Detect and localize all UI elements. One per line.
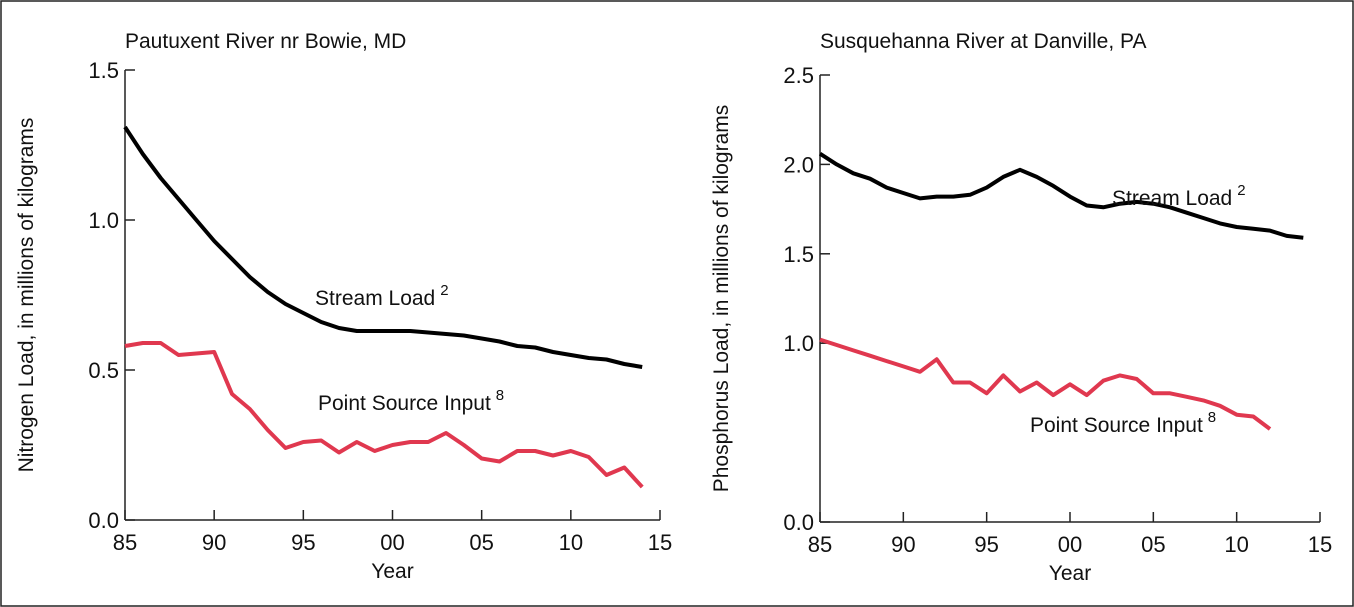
y-tick-label: 1.5 (88, 58, 119, 83)
x-axis-label: Year (371, 560, 413, 583)
y-axis-label: Phosphorus Load, in millions of kilogram… (710, 105, 733, 493)
annotation-superscript: 2 (440, 282, 448, 299)
y-tick-label: 1.0 (783, 331, 814, 356)
y-tick-label: 0.0 (783, 510, 814, 535)
x-tick-label: 15 (1308, 532, 1332, 557)
y-tick-label: 0.0 (88, 508, 119, 533)
x-tick-label: 85 (808, 532, 832, 557)
x-tick-label: 95 (291, 530, 315, 555)
y-tick-label: 1.5 (783, 242, 814, 267)
y-axis-label: Nitrogen Load, in millions of kilograms (15, 118, 38, 473)
x-tick-label: 85 (113, 530, 137, 555)
x-tick-label: 05 (469, 530, 493, 555)
series-line (818, 152, 1304, 240)
x-tick-label: 90 (202, 530, 226, 555)
y-tick-label: 2.0 (783, 152, 814, 177)
y-tick-label: 1.0 (88, 208, 119, 233)
y-tick-label: 0.5 (88, 358, 119, 383)
x-tick-label: 95 (974, 532, 998, 557)
annotation-superscript: 2 (1237, 182, 1245, 199)
x-tick-label: 05 (1141, 532, 1165, 557)
series-line (123, 125, 643, 369)
x-tick-label: 10 (559, 530, 583, 555)
x-tick-label: 10 (1224, 532, 1248, 557)
series-line (819, 337, 1272, 431)
annotation-superscript: 8 (1208, 409, 1216, 426)
chart-title: Pautuxent River nr Bowie, MD (125, 30, 406, 53)
x-tick-label: 00 (380, 530, 404, 555)
x-tick-label: 90 (891, 532, 915, 557)
chart-title: Susquehanna River at Danville, PA (820, 30, 1146, 53)
x-axis-label: Year (1049, 562, 1091, 585)
x-tick-label: 00 (1058, 532, 1082, 557)
y-tick-label: 2.5 (783, 63, 814, 88)
annotation: Point Source Input (318, 392, 491, 415)
annotation-superscript: 8 (496, 387, 504, 404)
x-tick-label: 15 (648, 530, 672, 555)
annotation: Stream Load (315, 287, 435, 310)
series-line (124, 341, 644, 489)
annotation: Point Source Input (1030, 414, 1203, 437)
annotation: Stream Load (1112, 187, 1232, 210)
